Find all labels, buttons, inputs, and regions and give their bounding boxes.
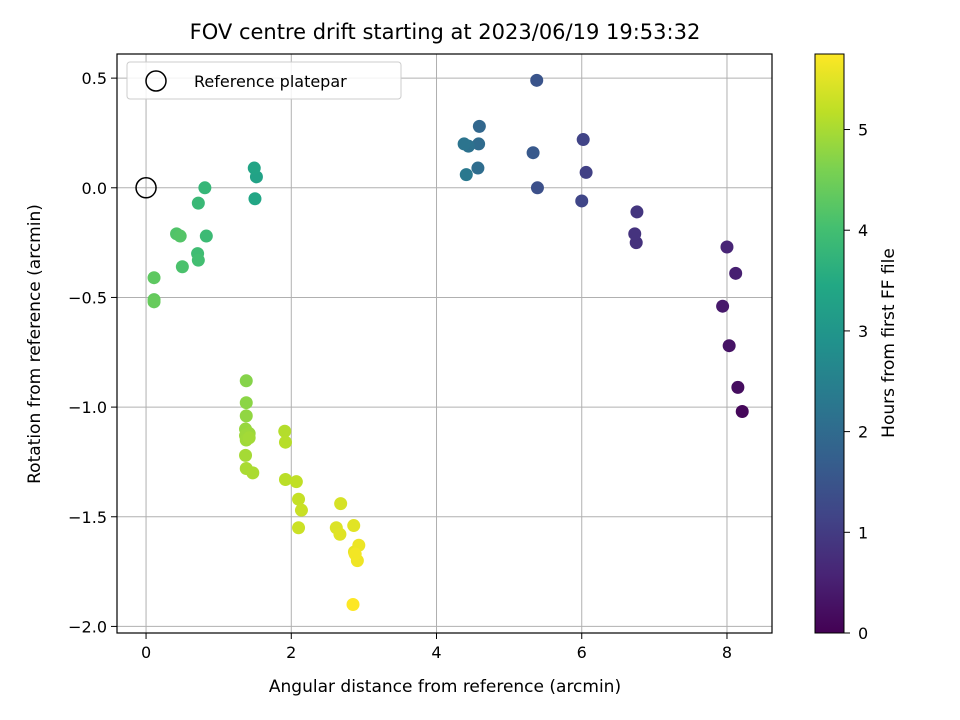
- y-axis-label: Rotation from reference (arcmin): [25, 204, 45, 484]
- data-point: [530, 181, 544, 195]
- grid-lines: [117, 54, 772, 633]
- y-tick-label: −2.0: [68, 617, 107, 636]
- legend-marker-icon: [145, 70, 167, 92]
- x-axis-label: Angular distance from reference (arcmin): [269, 677, 621, 697]
- data-point: [630, 205, 644, 219]
- x-tick-label: 0: [141, 643, 151, 662]
- data-point: [720, 240, 734, 254]
- legend-label: Reference platepar: [194, 72, 347, 91]
- x-axis-ticks: 0 2 4 6 8: [141, 633, 732, 662]
- data-point: [530, 73, 544, 87]
- data-point: [239, 448, 253, 462]
- data-point: [294, 503, 308, 517]
- colorbar-ticks: 0 1 2 3 4 5: [844, 121, 868, 643]
- data-point: [348, 547, 362, 561]
- data-point: [289, 475, 303, 489]
- data-point: [278, 435, 292, 449]
- data-point: [526, 146, 540, 160]
- data-point: [457, 137, 471, 151]
- plot-frame: [116, 53, 773, 634]
- colorbar-frame: [814, 53, 845, 634]
- x-tick-label: 6: [577, 643, 587, 662]
- legend-box: [126, 61, 402, 100]
- reference-marker: [135, 177, 157, 199]
- data-point: [147, 271, 161, 285]
- data-point: [278, 424, 292, 438]
- colorbar-tick-label: 1: [858, 523, 868, 542]
- data-point: [472, 137, 486, 151]
- data-point: [242, 431, 256, 445]
- colorbar-tick-label: 2: [858, 423, 868, 442]
- data-point: [239, 396, 253, 410]
- data-point: [731, 380, 745, 394]
- data-point: [716, 299, 730, 313]
- x-tick-label: 2: [286, 643, 296, 662]
- colorbar-tick-label: 4: [858, 221, 868, 240]
- y-tick-label: 0.5: [82, 69, 107, 88]
- data-point: [722, 339, 736, 353]
- data-point: [278, 472, 292, 486]
- data-point: [729, 266, 743, 280]
- y-tick-label: −0.5: [68, 288, 107, 307]
- data-point: [175, 260, 189, 274]
- colorbar-gradient: [815, 54, 844, 633]
- x-tick-label: 4: [431, 643, 441, 662]
- data-point: [459, 168, 473, 182]
- data-point: [199, 229, 213, 243]
- data-point: [247, 161, 261, 175]
- data-point: [292, 521, 306, 535]
- data-point: [248, 192, 262, 206]
- data-point: [334, 497, 348, 511]
- y-axis-ticks: 0.5 0.0 −0.5 −1.0 −1.5 −2.0: [68, 69, 117, 636]
- data-point: [735, 404, 749, 418]
- colorbar-tick-label: 3: [858, 322, 868, 341]
- colorbar: 0 1 2 3 4 5 Hours from first FF file: [814, 53, 899, 643]
- data-point: [472, 119, 486, 133]
- colorbar-label: Hours from first FF file: [879, 248, 899, 438]
- x-tick-label: 8: [722, 643, 732, 662]
- data-point: [147, 295, 161, 309]
- data-point: [579, 165, 593, 179]
- data-point: [471, 161, 485, 175]
- data-point: [347, 519, 361, 533]
- legend: Reference platepar: [126, 61, 402, 100]
- data-point: [576, 133, 590, 147]
- data-point: [292, 492, 306, 506]
- y-tick-label: 0.0: [82, 179, 107, 198]
- data-point: [191, 196, 205, 210]
- data-points: [147, 73, 749, 611]
- y-tick-label: −1.5: [68, 508, 107, 527]
- data-point: [246, 466, 260, 480]
- colorbar-tick-label: 0: [858, 624, 868, 643]
- data-point: [346, 597, 360, 611]
- data-point: [575, 194, 589, 208]
- data-point: [239, 409, 253, 423]
- data-point: [239, 374, 253, 388]
- chart-title: FOV centre drift starting at 2023/06/19 …: [190, 20, 701, 44]
- data-point: [628, 227, 642, 241]
- data-point: [333, 527, 347, 541]
- colorbar-tick-label: 5: [858, 121, 868, 140]
- data-point: [191, 253, 205, 267]
- data-point: [198, 181, 212, 195]
- data-point: [173, 229, 187, 243]
- y-tick-label: −1.0: [68, 398, 107, 417]
